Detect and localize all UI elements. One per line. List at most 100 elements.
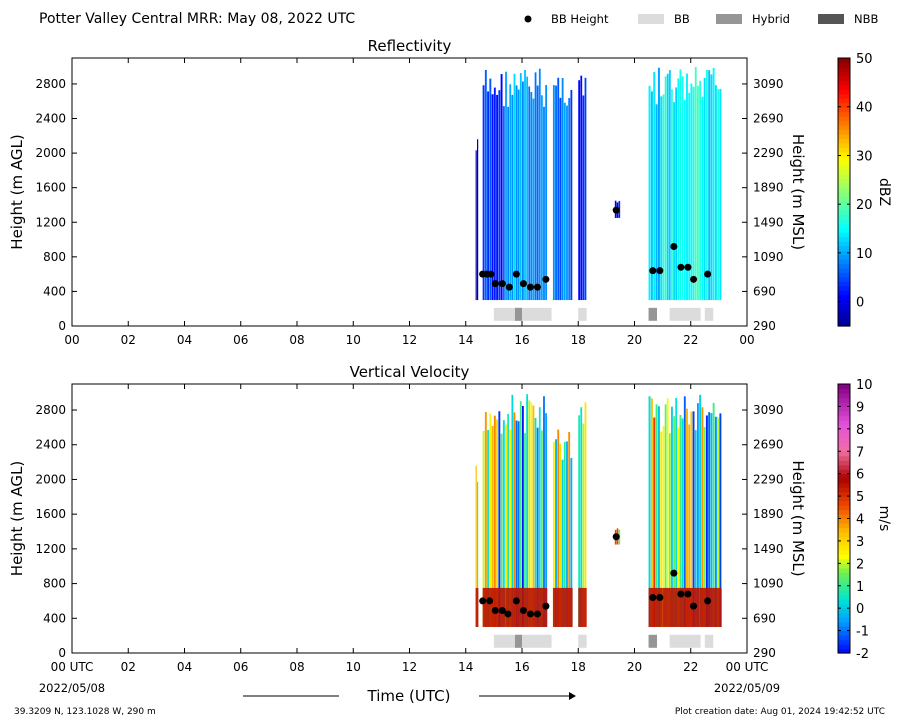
colorbar-label: dBZ	[876, 178, 892, 206]
colorbar-step	[838, 102, 850, 108]
colorbar-tick-label: 6	[856, 468, 864, 483]
bb-height-point	[670, 569, 678, 577]
colorbar-step	[838, 294, 850, 300]
colorbar-step	[838, 299, 850, 305]
data-streak	[482, 85, 485, 301]
data-streak	[690, 411, 693, 627]
colorbar-step	[838, 635, 850, 641]
data-streak	[482, 430, 485, 627]
bb-height-point	[505, 283, 513, 291]
data-streak	[584, 402, 587, 627]
data-streak	[582, 95, 585, 301]
data-streak	[532, 405, 535, 627]
bb-height-point	[542, 275, 550, 283]
colorbar-tick-label: 4	[856, 513, 864, 528]
legend-label: BB	[674, 12, 690, 26]
colorbar-step	[838, 496, 850, 502]
data-streak	[578, 415, 581, 627]
data-streak	[657, 406, 660, 627]
data-streak	[477, 481, 479, 627]
data-streak	[566, 441, 568, 627]
colorbar-step	[838, 98, 850, 104]
x-tick-label: 08	[289, 333, 304, 347]
colorbar-step	[838, 142, 850, 148]
colorbar-step	[838, 612, 850, 618]
data-streak	[557, 77, 560, 301]
y2-tick-label: 1490	[753, 542, 784, 556]
data-streak	[697, 85, 699, 301]
colorbar-tick-label: 0	[856, 602, 864, 617]
y-tick-label: 1200	[35, 542, 66, 556]
colorbar-step	[838, 487, 850, 493]
x-tick-label: 10	[346, 333, 361, 347]
data-streak	[705, 69, 708, 301]
data-streak	[491, 94, 494, 301]
data-streak	[677, 78, 680, 301]
bb-height-point	[498, 280, 506, 288]
data-streak	[493, 415, 496, 627]
data-streak	[686, 73, 688, 301]
bb-height-point	[519, 606, 527, 614]
data-streak	[534, 72, 537, 301]
data-streak	[563, 441, 566, 627]
colorbar-step	[838, 585, 850, 591]
data-streak	[491, 425, 494, 627]
colorbar-step	[838, 84, 850, 90]
y-tick-label: 400	[43, 284, 66, 298]
colorbar-step	[838, 254, 850, 260]
legend-label: BB Height	[551, 12, 609, 26]
colorbar-step	[838, 469, 850, 475]
colorbar-step	[838, 397, 850, 403]
data-streak	[543, 396, 545, 627]
data-streak	[697, 403, 699, 627]
data-streak	[475, 465, 477, 627]
x-tick-label: 04	[177, 333, 192, 347]
colorbar-step	[838, 558, 850, 564]
bb-bar	[578, 307, 587, 321]
data-streak	[673, 416, 675, 627]
colorbar-step	[838, 120, 850, 126]
data-streak	[708, 412, 711, 627]
data-streak	[653, 417, 656, 627]
data-streak	[662, 94, 665, 301]
colorbar-step	[838, 540, 850, 546]
data-streak	[690, 83, 693, 301]
bb-bar	[514, 307, 522, 321]
colorbar-step	[838, 281, 850, 287]
data-streak	[712, 67, 715, 301]
data-streak	[568, 431, 571, 627]
bb-bar	[648, 307, 657, 321]
colorbar-step	[838, 75, 850, 81]
data-streak	[668, 433, 671, 627]
data-streak	[561, 459, 564, 627]
bb-bar	[648, 634, 657, 648]
data-column	[699, 67, 722, 301]
colorbar-step	[838, 603, 850, 609]
colorbar-step	[838, 214, 850, 220]
y2-axis-label: Height (m MSL)	[789, 460, 807, 576]
legend-item: BB Height	[524, 12, 609, 26]
data-streak	[496, 419, 499, 627]
data-streak	[580, 75, 583, 301]
data-streak	[580, 407, 583, 627]
location-text: 39.3209 N, 123.1028 W, 290 m	[14, 707, 156, 717]
colorbar-step	[838, 648, 850, 654]
legend-label: NBB	[854, 12, 878, 26]
data-streak	[538, 68, 541, 301]
data-column	[662, 397, 680, 627]
colorbar-step	[838, 594, 850, 600]
data-column	[482, 69, 505, 301]
data-column	[505, 71, 522, 301]
data-streak	[719, 88, 722, 301]
data-column	[475, 465, 479, 627]
x-tick-label: 08	[289, 660, 304, 674]
x-tick-label: 04	[177, 660, 192, 674]
data-streak	[561, 78, 564, 301]
colorbar-step	[838, 505, 850, 511]
colorbar-step	[838, 410, 850, 416]
colorbar-step	[838, 590, 850, 596]
bb-height-point	[690, 275, 698, 283]
data-streak	[671, 406, 673, 627]
colorbar-step	[838, 482, 850, 488]
